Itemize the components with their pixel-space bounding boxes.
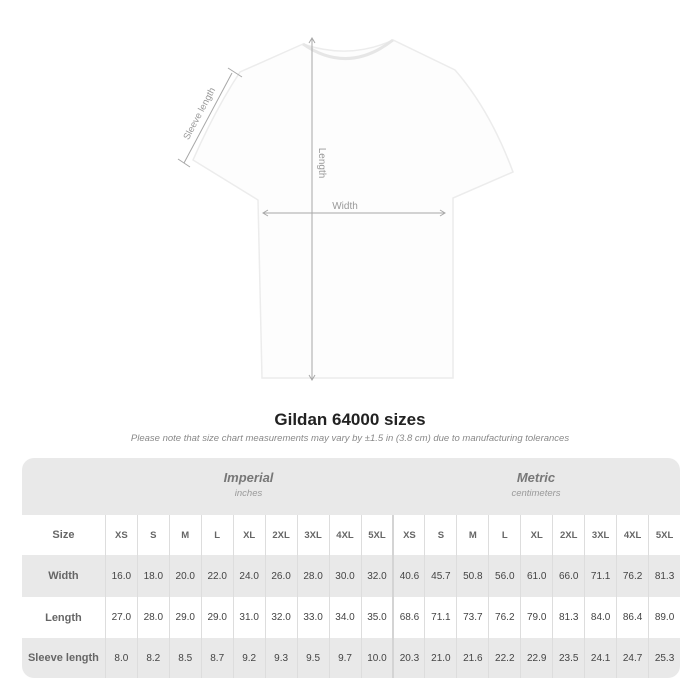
metric-size-header: 4XL	[616, 515, 648, 555]
imperial-cell: 28.0	[136, 597, 169, 638]
imperial-cell: 8.5	[168, 638, 201, 678]
imperial-cell: 18.0	[136, 555, 169, 597]
imperial-cell: 8.7	[200, 638, 233, 678]
imperial-size-header: XS	[104, 515, 137, 555]
metric-cell: 21.0	[424, 638, 456, 678]
imperial-cell: 9.2	[232, 638, 265, 678]
collar	[302, 38, 394, 61]
metric-cell: 79.0	[520, 597, 552, 638]
metric-cell: 25.3	[648, 638, 680, 678]
metric-cell: 24.1	[584, 638, 616, 678]
row-label: Size	[52, 529, 75, 541]
tshirt-shape	[192, 39, 514, 379]
metric-cell: 86.4	[616, 597, 648, 638]
imperial-cell: 8.0	[104, 638, 137, 678]
metric-size-header: 2XL	[552, 515, 584, 555]
chart-subtitle: Please note that size chart measurements…	[130, 433, 570, 444]
metric-size-header: S	[424, 515, 456, 555]
metric-cell: 23.5	[552, 638, 584, 678]
metric-size-header: L	[488, 515, 520, 555]
table-row: Width 16.0 18.0 20.0 22.0 24.0 26.0 28.0 30.0 32.…	[22, 555, 680, 597]
metric-cell: 61.0	[520, 555, 552, 597]
chart-title: Gildan 64000 sizes	[274, 410, 426, 429]
imperial-cell: 27.0	[104, 597, 137, 638]
metric-unit: centimeters	[511, 488, 561, 499]
length-label: Length	[316, 148, 327, 179]
imperial-cell: 9.7	[328, 638, 361, 678]
sleeve-ticks	[177, 67, 243, 168]
metric-size-header: XL	[520, 515, 552, 555]
imperial-cell: 31.0	[232, 597, 265, 638]
length-arrow	[308, 37, 316, 381]
width-label: Width	[332, 201, 358, 212]
metric-size-header: M	[456, 515, 488, 555]
metric-cell: 81.3	[648, 555, 680, 597]
metric-cell: 68.6	[392, 597, 424, 638]
imperial-cell: 29.0	[168, 597, 201, 638]
imperial-cell: 10.0	[360, 638, 393, 678]
metric-cell: 50.8	[456, 555, 488, 597]
tshirt-diagram: Width Length Sleeve length	[177, 37, 514, 381]
imperial-cell: 26.0	[264, 555, 297, 597]
imperial-cell: 29.0	[200, 597, 233, 638]
metric-cell: 66.0	[552, 555, 584, 597]
size-table: Imperial inches Metric centimeters Size X…	[22, 458, 680, 678]
metric-cell: 20.3	[392, 638, 424, 678]
imperial-size-header: M	[168, 515, 201, 555]
imperial-cell: 35.0	[360, 597, 393, 638]
imperial-header: Imperial inches	[105, 470, 392, 499]
imperial-label: Imperial	[223, 470, 274, 485]
metric-cell: 76.2	[488, 597, 520, 638]
metric-size-header: XS	[392, 515, 424, 555]
row-label: Width	[48, 570, 79, 582]
imperial-size-header: L	[200, 515, 233, 555]
table-row: Length 27.0 28.0 29.0 29.0 31.0 32.0 33.0 34.0 35…	[22, 597, 680, 638]
table-header: Imperial inches Metric centimeters	[22, 458, 680, 515]
imperial-size-header: XL	[232, 515, 265, 555]
imperial-cell: 9.5	[296, 638, 329, 678]
row-label: Sleeve length	[27, 652, 99, 664]
imperial-size-header: 3XL	[296, 515, 329, 555]
imperial-size-header: 4XL	[328, 515, 361, 555]
metric-cell: 40.6	[392, 555, 424, 597]
metric-cell: 56.0	[488, 555, 520, 597]
imperial-cell: 8.2	[136, 638, 169, 678]
metric-cell: 81.3	[552, 597, 584, 638]
imperial-cell: 32.0	[360, 555, 393, 597]
imperial-cell: 22.0	[200, 555, 233, 597]
imperial-cell: 16.0	[104, 555, 137, 597]
metric-cell: 21.6	[456, 638, 488, 678]
imperial-cell: 9.3	[264, 638, 297, 678]
metric-cell: 89.0	[648, 597, 680, 638]
imperial-size-header: 2XL	[264, 515, 297, 555]
imperial-cell: 28.0	[296, 555, 329, 597]
metric-cell: 22.2	[488, 638, 520, 678]
sleeve-line	[183, 72, 233, 164]
metric-cell: 45.7	[424, 555, 456, 597]
metric-size-header: 5XL	[648, 515, 680, 555]
imperial-unit: inches	[234, 488, 263, 499]
imperial-size-header: 5XL	[360, 515, 393, 555]
width-arrow	[262, 209, 446, 217]
imperial-cell: 34.0	[328, 597, 361, 638]
imperial-cell: 30.0	[328, 555, 361, 597]
imperial-cell: 24.0	[232, 555, 265, 597]
metric-cell: 22.9	[520, 638, 552, 678]
metric-cell: 76.2	[616, 555, 648, 597]
size-header-row: Size XS S M L XL 2XL 3XL 4XL 5XL XS S M L XL 2XL 3XL 4XL 5…	[22, 515, 680, 555]
metric-cell: 84.0	[584, 597, 616, 638]
metric-cell: 71.1	[584, 555, 616, 597]
row-label: Length	[45, 611, 82, 624]
imperial-cell: 33.0	[296, 597, 329, 638]
metric-header: Metric centimeters	[392, 470, 680, 499]
metric-cell: 71.1	[424, 597, 456, 638]
metric-size-header: 3XL	[584, 515, 616, 555]
metric-cell: 24.7	[616, 638, 648, 678]
imperial-cell: 32.0	[264, 597, 297, 638]
metric-cell: 73.7	[456, 597, 488, 638]
imperial-size-header: S	[136, 515, 169, 555]
imperial-cell: 20.0	[168, 555, 201, 597]
metric-label: Metric	[516, 470, 556, 485]
table-row: Sleeve length 8.0 8.2 8.5 8.7 9.2 9.3 9.5 9.7 10.…	[22, 638, 680, 678]
